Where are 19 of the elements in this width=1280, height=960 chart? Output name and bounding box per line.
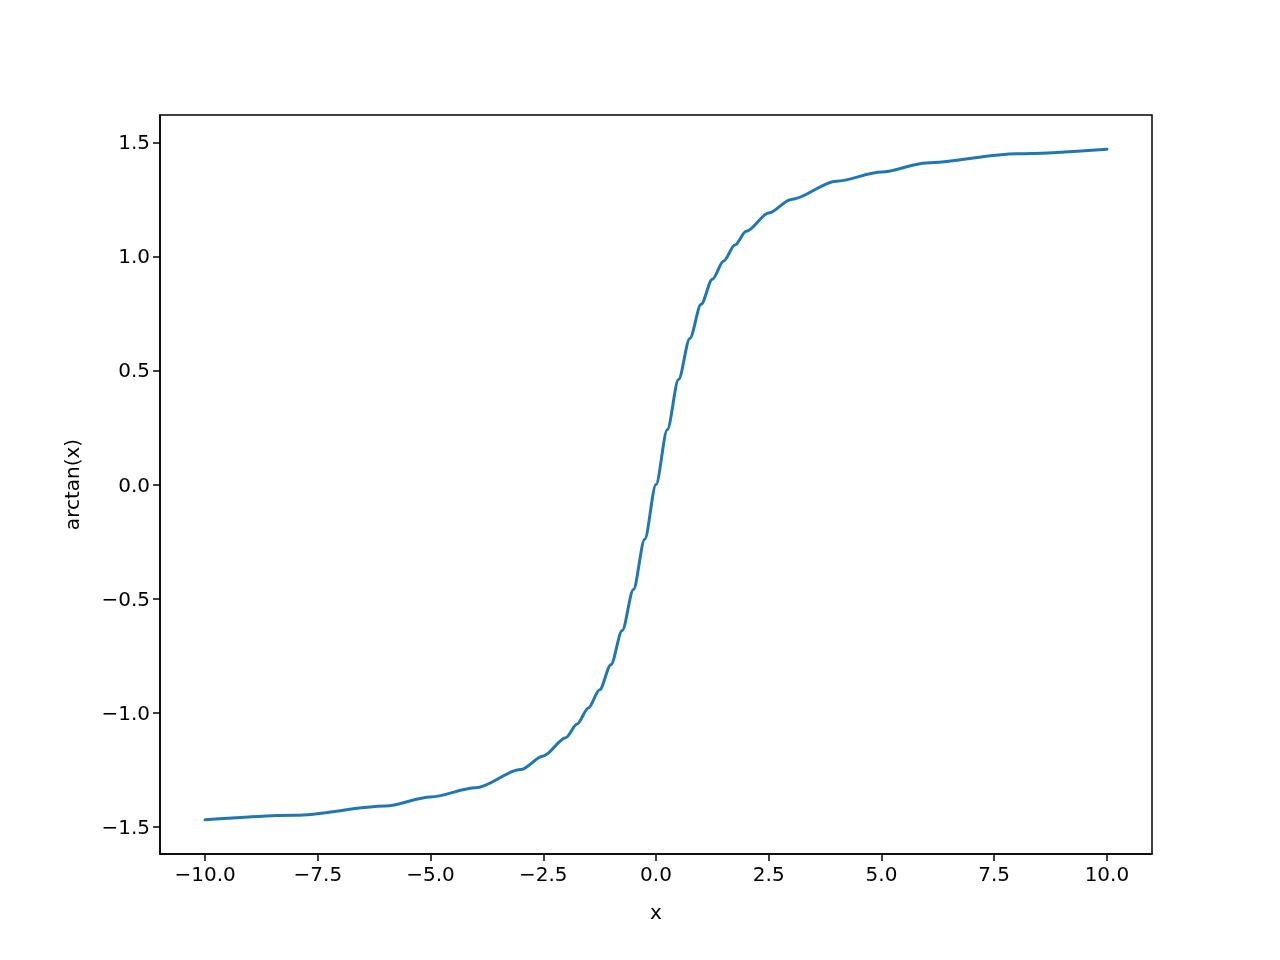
x-tick-label: 5.0 (865, 862, 898, 886)
y-tick-label: −1.5 (101, 814, 150, 839)
x-axis-title: x (650, 900, 663, 924)
x-tick-label: 7.5 (978, 862, 1011, 886)
x-tick-label: −7.5 (293, 862, 343, 886)
x-tick-label: 0.0 (640, 862, 672, 886)
y-tick-label: 1.5 (118, 130, 150, 155)
y-tick-label: −0.5 (101, 586, 150, 611)
y-tick-label: −1.0 (101, 700, 150, 725)
y-axis-title: arctan(x) (60, 438, 84, 531)
x-tick-label: −5.0 (406, 862, 455, 886)
y-tick-label: 0.0 (118, 472, 150, 497)
y-tick-label: 0.5 (118, 358, 150, 383)
line-series (203, 147, 1109, 822)
x-tick-label: −2.5 (518, 862, 568, 886)
x-tick-label: 10.0 (1084, 862, 1130, 886)
x-tick-label: 2.5 (752, 862, 785, 886)
y-tick-label: 1.0 (118, 244, 150, 269)
x-tick-label: −10.0 (174, 862, 236, 886)
